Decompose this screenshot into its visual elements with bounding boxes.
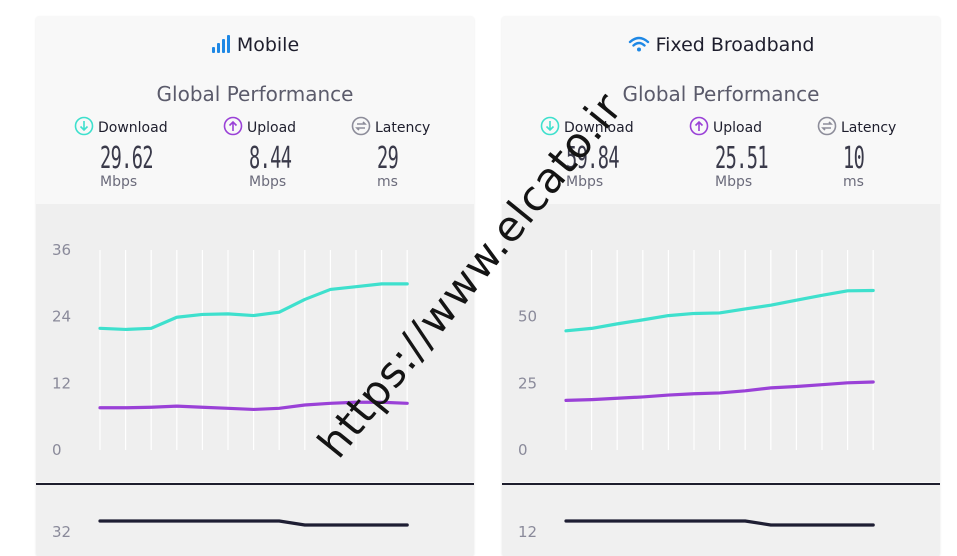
download-series-line [564,288,875,333]
panel-title: Fixed Broadband [502,34,940,59]
chart-divider [502,483,940,485]
upload-series-line [564,380,875,402]
speed-chart-svg: 36 24 12 0 [52,241,409,459]
upload-series-line [98,400,409,412]
y-tick-label: 12 [518,523,537,541]
metric-unit: ms [377,174,398,190]
panel-title: Mobile [36,34,474,59]
chart-divider [36,483,474,485]
metric-unit: Mbps [566,174,604,190]
y-tick-label: 32 [52,523,71,541]
fixed-broadband-panel: Fixed Broadband Global Performance Downl… [502,16,940,556]
download-series-line [98,282,409,332]
speed-chart: 36 24 12 0 [36,204,474,482]
section-subtitle: Global Performance [156,82,354,106]
download-metric: Download 59.84 Mbps [540,116,660,190]
metric-label: Latency [375,120,431,136]
section-subtitle: Global Performance [622,82,820,106]
metric-label: Upload [247,120,297,136]
latency-arrows-icon [351,116,371,140]
upload-arrow-icon [689,116,709,140]
latency-chart: 12 [502,485,940,556]
latency-metric: Latency 29 ms [351,116,471,190]
download-arrow-icon [540,116,560,140]
latency-metric: Latency 10 ms [817,116,937,190]
y-tick-label: 25 [518,374,537,392]
metric-unit: ms [843,174,864,190]
metric-value: 25.51 [715,141,769,176]
download-arrow-icon [74,116,94,140]
panel-title-text: Mobile [236,34,300,56]
latency-series-line [98,519,409,527]
upload-metric: Upload 25.51 Mbps [689,116,809,190]
panel-title-text: Fixed Broadband [655,34,815,56]
metric-unit: Mbps [715,174,753,190]
latency-chart: 32 [36,485,474,556]
latency-arrows-icon [817,116,837,140]
speed-chart: 50 25 0 [502,204,940,482]
metric-value: 59.84 [566,141,620,176]
y-tick-label: 0 [52,441,62,459]
upload-metric: Upload 8.44 Mbps [223,116,343,190]
metric-value: 29.62 [100,141,154,176]
download-metric: Download 29.62 Mbps [74,116,194,190]
metric-value: 8.44 [249,141,292,176]
metric-label: Download [98,120,168,136]
mobile-panel: Mobile Global Performance Download 29.62… [36,16,474,556]
y-tick-label: 0 [518,441,528,459]
metric-label: Download [564,120,634,136]
y-tick-label: 12 [52,374,71,392]
metric-label: Upload [713,120,763,136]
metric-value: 10 [843,141,865,176]
metric-label: Latency [841,120,897,136]
metric-unit: Mbps [249,174,287,190]
upload-arrow-icon [223,116,243,140]
y-tick-label: 36 [52,241,71,259]
metric-unit: Mbps [100,174,138,190]
y-tick-label: 24 [52,308,71,326]
speed-chart-svg: 50 25 0 [518,250,875,459]
metric-value: 29 [377,141,399,176]
latency-chart-svg: 12 [518,519,875,541]
latency-chart-svg: 32 [52,519,409,541]
y-tick-label: 50 [518,308,537,326]
wifi-icon [628,34,650,59]
signal-bars-icon [211,34,231,59]
latency-series-line [564,519,875,527]
